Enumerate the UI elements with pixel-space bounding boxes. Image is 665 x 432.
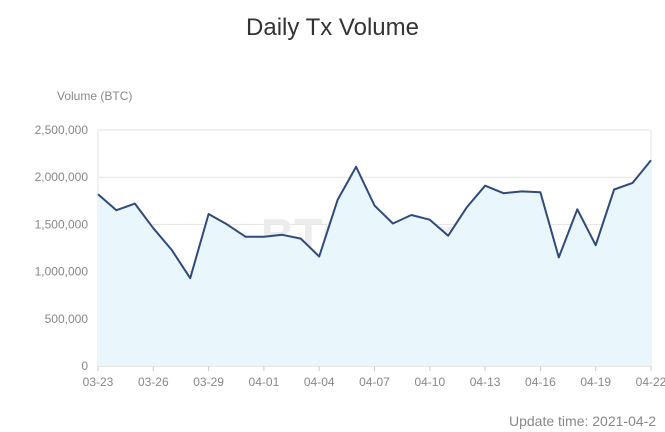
- y-tick-label: 1,500,000: [35, 217, 89, 231]
- x-tick-label: 04-10: [414, 375, 445, 389]
- update-time: Update time: 2021-04-2: [509, 413, 657, 429]
- y-tick-label: 2,500,000: [35, 123, 89, 137]
- y-axis-label: Volume (BTC): [57, 89, 133, 103]
- y-tick-labels: 0 500,000 1,000,000 1,500,000 2,000,000 2,500…: [35, 123, 89, 373]
- volume-line: [97, 159, 652, 280]
- volume-area: [98, 160, 651, 366]
- line-layer: [97, 159, 652, 280]
- x-tick-label: 03-29: [193, 375, 224, 389]
- x-tick-label: 04-16: [525, 375, 556, 389]
- x-tick-labels: 03-23 03-26 03-29 04-01 04-04 04-07 04-10 04-13…: [83, 375, 665, 389]
- x-tick-label: 04-19: [580, 375, 611, 389]
- x-tick-label: 04-01: [249, 375, 280, 389]
- y-tick-label: 0: [81, 359, 88, 373]
- x-tick-label: 04-13: [470, 375, 501, 389]
- area-layer: [98, 160, 651, 366]
- x-tick-label: 04-04: [304, 375, 335, 389]
- x-tick-label: 04-22: [636, 375, 665, 389]
- y-tick-label: 1,000,000: [35, 265, 89, 279]
- chart-title: Daily Tx Volume: [246, 14, 419, 41]
- x-tick-label: 03-23: [83, 375, 114, 389]
- x-tick-label: 04-07: [359, 375, 390, 389]
- y-tick-label: 2,000,000: [35, 170, 89, 184]
- x-tick-label: 03-26: [138, 375, 169, 389]
- y-tick-label: 500,000: [45, 312, 89, 326]
